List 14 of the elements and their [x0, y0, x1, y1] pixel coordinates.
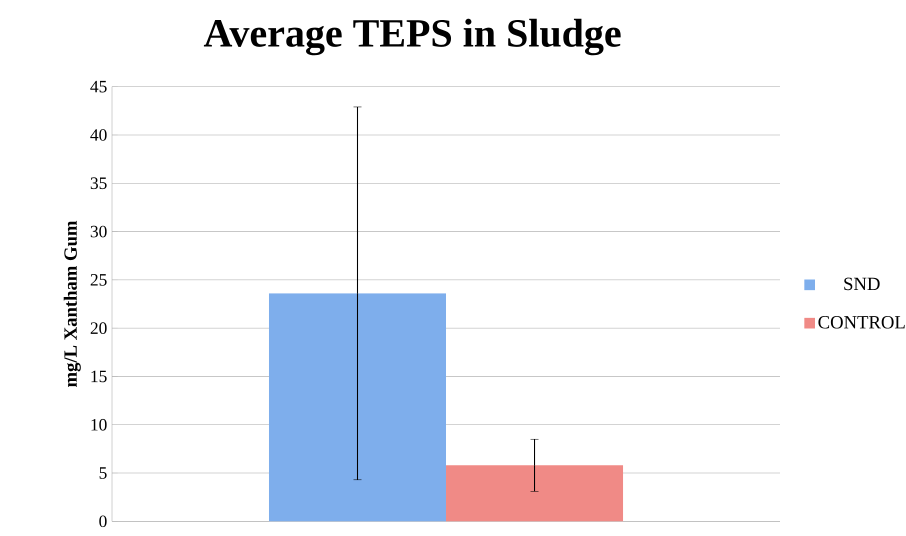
y-tick-label: 45 — [90, 80, 107, 92]
y-tick-label: 35 — [90, 177, 107, 190]
y-tick-label: 5 — [100, 467, 107, 479]
y-tick-label: 10 — [91, 418, 107, 431]
y-tick-label: 30 — [90, 226, 107, 238]
y-axis-title: mg/L Xantham Gum — [64, 220, 81, 387]
y-tick-label: 0 — [99, 515, 107, 528]
y-tick-label: 20 — [90, 322, 107, 334]
legend-label: CONTROL — [818, 316, 905, 329]
y-tick-label: 40 — [90, 129, 107, 141]
y-tick-label: 25 — [90, 274, 107, 286]
y-tick-label: 15 — [91, 370, 107, 382]
chart-title: Average TEPS in Sludge — [204, 18, 621, 56]
legend-label: SND — [844, 278, 880, 290]
